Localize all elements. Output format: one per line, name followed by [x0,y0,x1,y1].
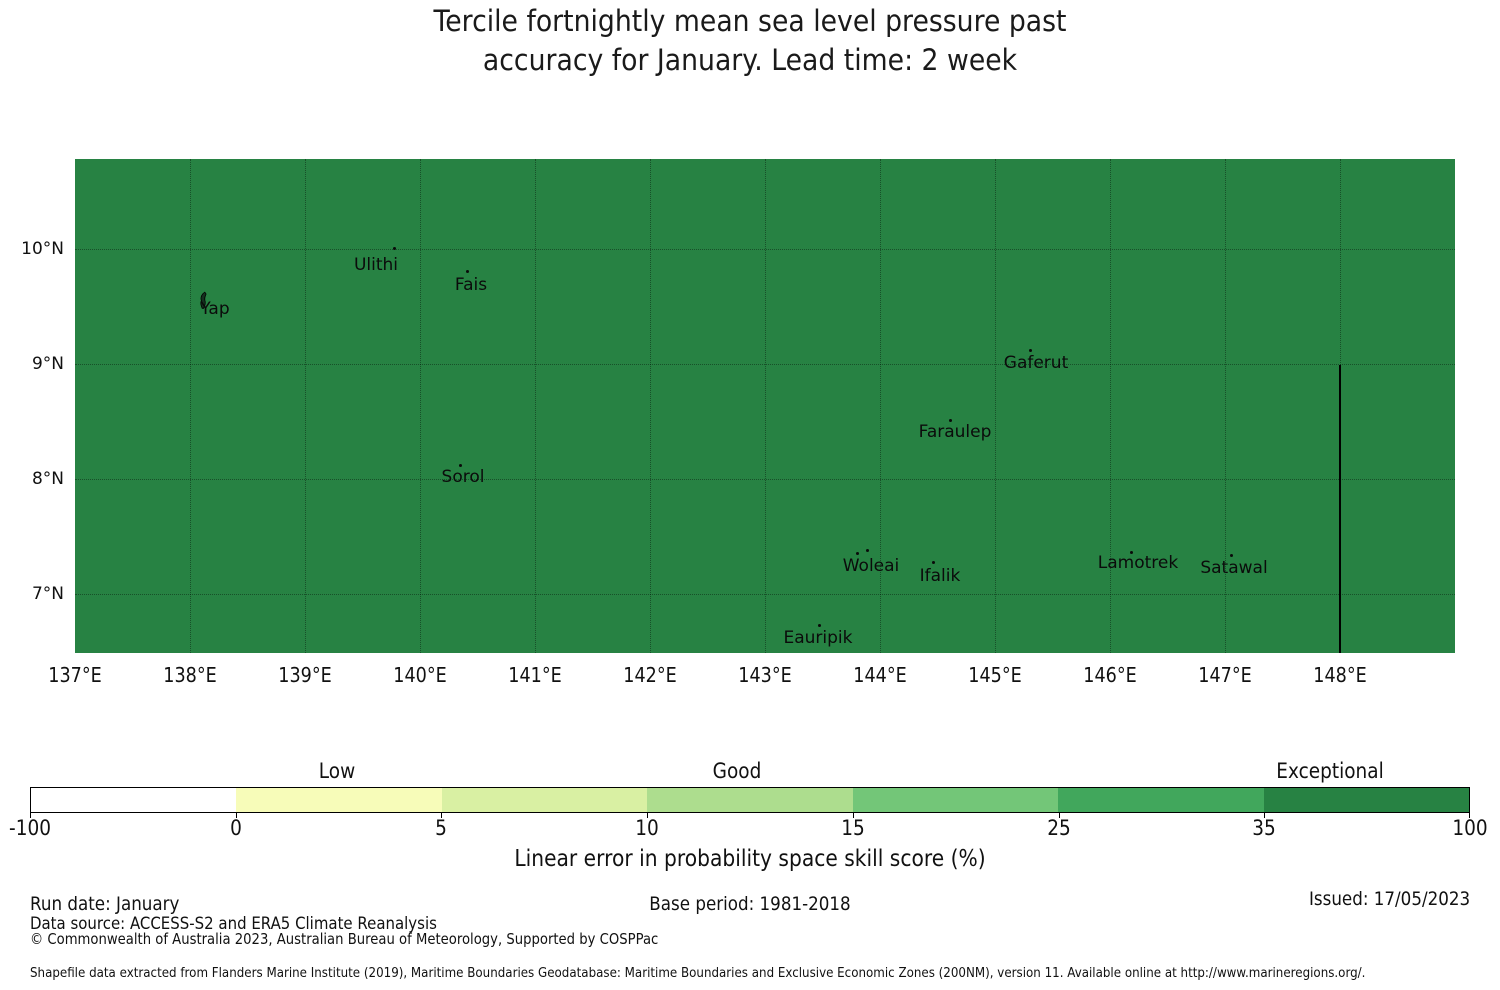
gridline-vertical [535,159,536,653]
issued-date-text: Issued: 17/05/2023 [1308,888,1470,910]
island-label-ulithi: Ulithi [353,255,399,275]
island-marker-eauripik [818,624,821,627]
island-marker-gaferut [1029,349,1032,352]
island-label-fais: Fais [454,275,488,295]
gridline-vertical [305,159,306,653]
colorbar-tick [441,813,442,818]
x-tick-label: 143°E [738,663,792,687]
island-marker-ifalik [932,561,935,564]
colorbar-segment [647,788,853,812]
island-label-ifalik: Ifalik [919,566,961,586]
gridline-vertical [420,159,421,653]
island-label-satawal: Satawal [1200,558,1268,578]
gridline-horizontal [75,479,1455,480]
x-tick-label: 145°E [968,663,1022,687]
map-panel [75,159,1455,653]
page-title: Tercile fortnightly mean sea level press… [60,2,1440,80]
gridline-horizontal [75,249,1455,250]
x-tick-label: 147°E [1198,663,1252,687]
colorbar-tick-label: 35 [1252,816,1276,840]
colorbar-segment [236,788,442,812]
x-tick-label: 144°E [853,663,907,687]
colorbar-category-label: Exceptional [1276,759,1384,783]
island-label-woleai: Woleai [842,556,900,576]
island-marker-lamotrek [1130,551,1133,554]
x-tick-label: 140°E [393,663,447,687]
x-tick-label: 148°E [1313,663,1367,687]
colorbar-tick [1264,813,1265,818]
island-label-lamotrek: Lamotrek [1097,553,1179,573]
island-marker-woleai [866,549,869,552]
island-marker-yap [200,291,207,309]
gridline-vertical [1225,159,1226,653]
colorbar-tick-label: -100 [9,816,51,840]
island-marker-ulithi [393,247,396,250]
colorbar-category-label: Low [318,759,356,783]
colorbar-tick [1469,813,1470,818]
y-tick-label: 8°N [31,469,64,489]
x-tick-label: 138°E [163,663,217,687]
island-marker-woleai [856,552,859,555]
colorbar-tick-label: 10 [635,816,659,840]
island-label-gaferut: Gaferut [1003,353,1069,373]
colorbar-segment [852,788,1059,812]
colorbar [30,787,1470,813]
shapefile-note: Shapefile data extracted from Flanders M… [30,965,1366,981]
colorbar-tick [647,813,648,818]
gridline-vertical [650,159,651,653]
gridline-horizontal [75,594,1455,595]
colorbar-tick [1059,813,1060,818]
colorbar-segment [1058,788,1264,812]
y-tick-label: 10°N [21,239,64,259]
maritime-boundary-line [1339,365,1341,653]
colorbar-tick-label: 15 [841,816,865,840]
colorbar-category-label: Good [712,759,762,783]
gridline-vertical [880,159,881,653]
colorbar-segment [441,788,648,812]
colorbar-tick-label: 5 [435,816,447,840]
colorbar-tick [853,813,854,818]
gridline-vertical [1110,159,1111,653]
gridline-vertical [190,159,191,653]
base-period-text: Base period: 1981-2018 [649,893,851,915]
x-tick-label: 142°E [623,663,677,687]
colorbar-segment [31,788,237,812]
island-label-yap: Yap [200,299,230,319]
run-date-text: Run date: January [30,893,180,915]
title-line-1: Tercile fortnightly mean sea level press… [433,4,1067,38]
island-label-faraulep: Faraulep [918,422,992,442]
island-marker-satawal [1230,554,1233,557]
island-marker-faraulep [949,419,952,422]
colorbar-tick [236,813,237,818]
island-marker-fais [466,270,469,273]
island-marker-sorol [459,464,462,467]
x-tick-label: 139°E [278,663,332,687]
island-label-eauripik: Eauripik [783,628,853,648]
island-label-sorol: Sorol [441,467,485,487]
gridline-vertical [765,159,766,653]
x-tick-label: 141°E [508,663,562,687]
colorbar-tick [30,813,31,818]
colorbar-segment [1263,788,1469,812]
colorbar-tick-label: 100 [1452,816,1488,840]
y-tick-label: 7°N [31,584,64,604]
x-tick-label: 146°E [1083,663,1137,687]
gridline-horizontal [75,364,1455,365]
gridline-vertical [995,159,996,653]
colorbar-axis-label: Linear error in probability space skill … [514,846,986,872]
colorbar-tick-label: 0 [230,816,242,840]
colorbar-tick-label: 25 [1047,816,1071,840]
copyright-text: © Commonwealth of Australia 2023, Austra… [30,930,659,948]
x-tick-label: 137°E [48,663,102,687]
title-line-2: accuracy for January. Lead time: 2 week [482,43,1018,77]
data-source-text: Data source: ACCESS-S2 and ERA5 Climate … [30,914,437,934]
y-tick-label: 9°N [31,354,64,374]
